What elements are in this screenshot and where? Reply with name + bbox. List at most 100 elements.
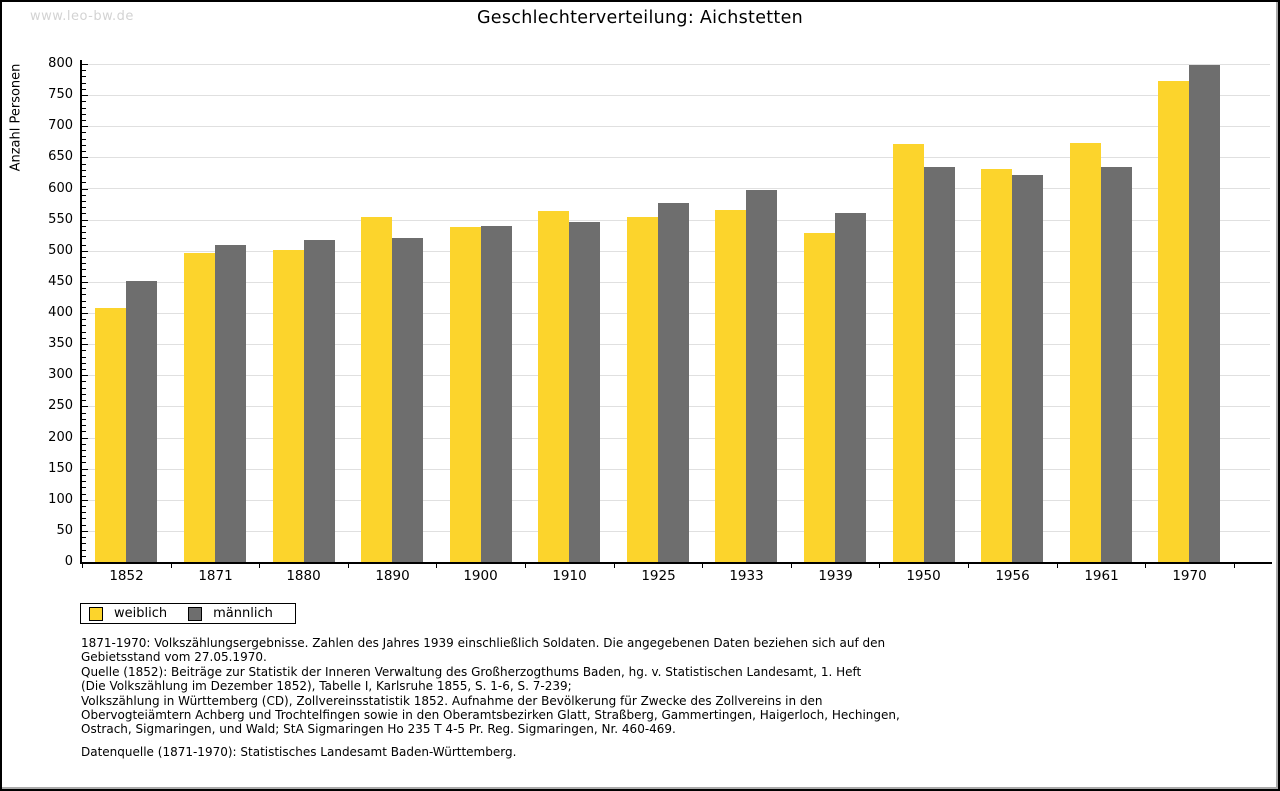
y-axis-label: Anzahl Personen bbox=[8, 63, 24, 172]
footnotes: 1871-1970: Volkszählungsergebnisse. Zahl… bbox=[81, 636, 900, 759]
y-tick-310 bbox=[82, 369, 86, 370]
footnote-line-4: (Die Volkszählung im Dezember 1852), Tab… bbox=[81, 679, 572, 694]
y-tick-50 bbox=[82, 531, 88, 532]
x-tick-10 bbox=[968, 564, 969, 568]
gridline-800 bbox=[80, 64, 1270, 65]
y-tick-170 bbox=[82, 456, 86, 457]
y-tick-770 bbox=[82, 83, 86, 84]
bar-männlich-1871 bbox=[215, 245, 246, 562]
bar-männlich-1925 bbox=[658, 203, 689, 562]
y-tick-630 bbox=[82, 170, 86, 171]
y-tick-80 bbox=[82, 512, 86, 513]
bar-weiblich-1950 bbox=[893, 144, 924, 562]
y-tick-520 bbox=[82, 238, 86, 239]
y-tick-380 bbox=[82, 325, 86, 326]
y-tick-160 bbox=[82, 462, 86, 463]
bar-männlich-1970 bbox=[1189, 65, 1220, 562]
y-tick-640 bbox=[82, 164, 86, 165]
y-tick-240 bbox=[82, 413, 86, 414]
bar-männlich-1933 bbox=[746, 190, 777, 562]
y-tick-340 bbox=[82, 350, 86, 351]
y-tick-750 bbox=[82, 95, 88, 96]
y-tick-label-250: 250 bbox=[48, 398, 73, 413]
y-tick-790 bbox=[82, 70, 86, 71]
footnote-line-7: Ostrach, Sigmaringen, und Wald; StA Sigm… bbox=[81, 722, 676, 737]
bar-weiblich-1910 bbox=[538, 211, 569, 562]
y-tick-720 bbox=[82, 114, 86, 115]
bar-männlich-1961 bbox=[1101, 167, 1132, 562]
y-tick-30 bbox=[82, 543, 86, 544]
bar-männlich-1852 bbox=[126, 281, 157, 562]
y-tick-label-800: 800 bbox=[48, 56, 73, 71]
y-tick-400 bbox=[82, 313, 88, 314]
x-tick-6 bbox=[614, 564, 615, 568]
y-tick-200 bbox=[82, 438, 88, 439]
x-tick-1 bbox=[171, 564, 172, 568]
y-tick-360 bbox=[82, 338, 86, 339]
y-tick-label-300: 300 bbox=[48, 367, 73, 382]
y-tick-20 bbox=[82, 550, 86, 551]
y-tick-320 bbox=[82, 363, 86, 364]
y-tick-label-200: 200 bbox=[48, 430, 73, 445]
bar-männlich-1956 bbox=[1012, 175, 1043, 562]
gridline-700 bbox=[80, 126, 1270, 127]
y-tick-600 bbox=[82, 189, 88, 190]
bar-weiblich-1890 bbox=[361, 217, 392, 562]
bar-weiblich-1961 bbox=[1070, 143, 1101, 562]
y-tick-150 bbox=[82, 469, 88, 470]
y-tick-430 bbox=[82, 294, 86, 295]
x-category-label-1933: 1933 bbox=[729, 568, 764, 584]
gridline-600 bbox=[80, 188, 1270, 189]
footnote-line-3: Quelle (1852): Beiträge zur Statistik de… bbox=[81, 664, 862, 679]
y-tick-label-600: 600 bbox=[48, 181, 73, 196]
y-axis-line bbox=[80, 60, 82, 564]
y-tick-390 bbox=[82, 319, 86, 320]
footnote-line-2: Gebietsstand vom 27.05.1970. bbox=[81, 650, 267, 665]
y-tick-780 bbox=[82, 76, 86, 77]
y-tick-label-100: 100 bbox=[48, 492, 73, 507]
footnote-line-1: 1871-1970: Volkszählungsergebnisse. Zahl… bbox=[81, 636, 886, 650]
y-tick-760 bbox=[82, 89, 86, 90]
x-tick-2 bbox=[259, 564, 260, 568]
y-tick-190 bbox=[82, 444, 86, 445]
watermark: www.leo-bw.de bbox=[30, 9, 134, 24]
x-category-label-1961: 1961 bbox=[1084, 568, 1119, 584]
footnote-lines: 1871-1970: Volkszählungsergebnisse. Zahl… bbox=[81, 636, 900, 737]
bar-weiblich-1871 bbox=[184, 253, 215, 562]
y-tick-label-550: 550 bbox=[48, 212, 73, 227]
y-tick-670 bbox=[82, 145, 86, 146]
legend-item-weiblich: weiblich bbox=[89, 606, 167, 621]
y-tick-530 bbox=[82, 232, 86, 233]
y-tick-label-450: 450 bbox=[48, 274, 73, 289]
y-tick-450 bbox=[82, 282, 88, 283]
y-tick-800 bbox=[82, 64, 88, 65]
y-tick-370 bbox=[82, 332, 86, 333]
y-tick-610 bbox=[82, 182, 86, 183]
bar-weiblich-1956 bbox=[981, 169, 1012, 562]
legend-swatch-weiblich bbox=[89, 606, 103, 621]
y-tick-470 bbox=[82, 269, 86, 270]
y-tick-260 bbox=[82, 400, 86, 401]
y-tick-label-500: 500 bbox=[48, 243, 73, 258]
bar-weiblich-1852 bbox=[95, 308, 126, 562]
bar-weiblich-1933 bbox=[715, 210, 746, 562]
x-category-label-1890: 1890 bbox=[375, 568, 410, 584]
x-axis-line bbox=[80, 562, 1272, 564]
y-tick-label-750: 750 bbox=[48, 87, 73, 102]
y-tick-560 bbox=[82, 213, 86, 214]
y-tick-130 bbox=[82, 481, 86, 482]
footnote-line-6: Obervogteiämtern Achberg und Trochtelfin… bbox=[81, 708, 900, 723]
y-tick-280 bbox=[82, 388, 86, 389]
legend-swatch-männlich bbox=[188, 606, 203, 621]
y-tick-270 bbox=[82, 394, 86, 395]
bar-weiblich-1939 bbox=[804, 233, 835, 562]
y-tick-410 bbox=[82, 307, 86, 308]
bar-männlich-1890 bbox=[392, 238, 423, 562]
y-tick-620 bbox=[82, 176, 86, 177]
y-tick-220 bbox=[82, 425, 86, 426]
bar-männlich-1910 bbox=[569, 222, 600, 562]
y-tick-label-700: 700 bbox=[48, 118, 73, 133]
y-tick-100 bbox=[82, 500, 88, 501]
y-tick-570 bbox=[82, 207, 86, 208]
